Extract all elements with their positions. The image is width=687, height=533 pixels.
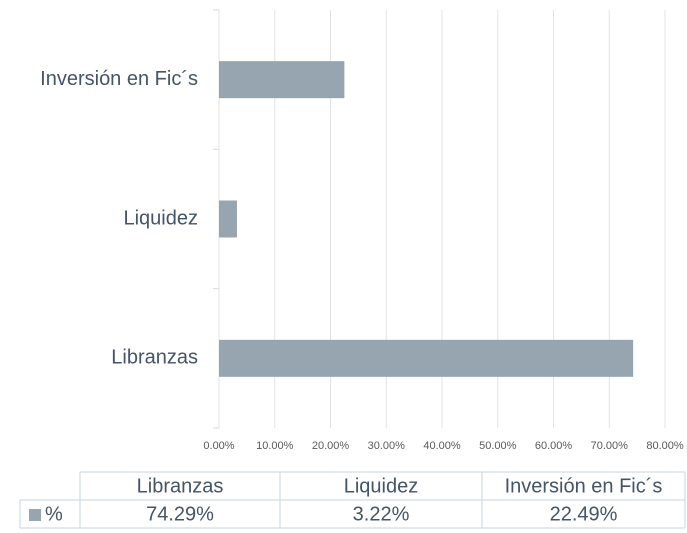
x-tick-label: 30.00% [368,440,406,452]
x-tick-label: 70.00% [591,440,629,452]
y-tick-label: Inversión en Fic´s [40,68,198,90]
y-tick-label: Liquidez [123,207,198,229]
x-tick-label: 20.00% [312,440,350,452]
x-tick-label: 60.00% [535,440,573,452]
table-value: 74.29% [146,503,214,525]
table-header: Libranzas [137,475,224,497]
bar [219,200,237,238]
table-header: Inversión en Fic´s [505,475,663,497]
x-tick-label: 0.00% [203,440,234,452]
table-value: 22.49% [550,503,618,525]
bar [219,339,634,377]
x-tick-label: 10.00% [256,440,294,452]
y-tick-label: Libranzas [111,347,198,369]
legend-label: % [45,503,63,525]
bar [219,61,345,99]
table-value: 3.22% [353,503,410,525]
legend-swatch [29,509,41,521]
table-header: Liquidez [344,475,419,497]
x-tick-label: 40.00% [423,440,461,452]
x-tick-label: 50.00% [479,440,517,452]
x-tick-label: 80.00% [646,440,684,452]
